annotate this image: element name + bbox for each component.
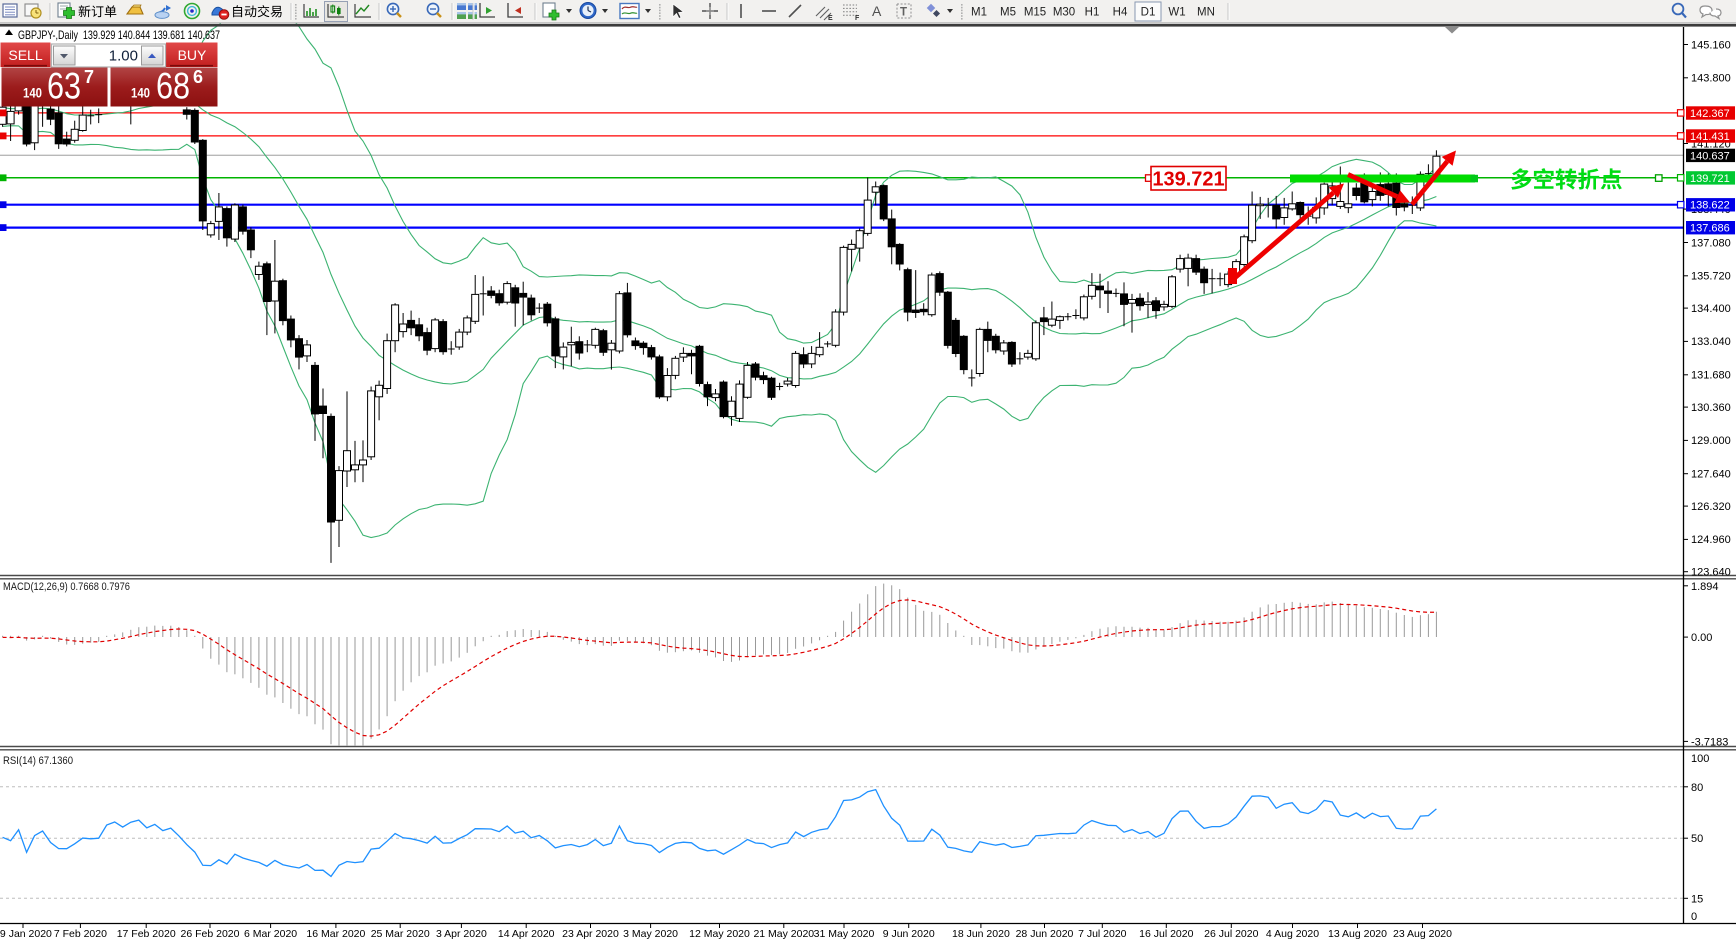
svg-text:26 Jul 2020: 26 Jul 2020 [1204, 928, 1258, 940]
svg-text:123.640: 123.640 [1691, 567, 1731, 579]
svg-text:63: 63 [47, 66, 81, 107]
svg-text:7: 7 [84, 67, 94, 87]
svg-text:17 Feb 2020: 17 Feb 2020 [117, 928, 176, 940]
svg-text:68: 68 [156, 66, 190, 107]
svg-text:16 Mar 2020: 16 Mar 2020 [306, 928, 365, 940]
svg-text:138.622: 138.622 [1690, 200, 1730, 212]
svg-text:126.320: 126.320 [1691, 501, 1731, 513]
svg-text:31 May 2020: 31 May 2020 [814, 928, 875, 940]
svg-text:23 Aug 2020: 23 Aug 2020 [1393, 928, 1452, 940]
svg-text:141.431: 141.431 [1690, 131, 1730, 143]
svg-text:SELL: SELL [8, 47, 42, 63]
svg-text:142.367: 142.367 [1690, 108, 1730, 120]
svg-text:140.637: 140.637 [1690, 150, 1730, 162]
svg-text:M30: M30 [1053, 7, 1075, 19]
svg-text:18 Jun 2020: 18 Jun 2020 [952, 928, 1010, 940]
svg-text:H4: H4 [1113, 7, 1128, 19]
svg-text:14 Apr 2020: 14 Apr 2020 [498, 928, 555, 940]
svg-text:3 Apr 2020: 3 Apr 2020 [436, 928, 487, 940]
svg-text:4 Aug 2020: 4 Aug 2020 [1266, 928, 1319, 940]
svg-text:7 Jul 2020: 7 Jul 2020 [1078, 928, 1127, 940]
svg-text:9 Jun 2020: 9 Jun 2020 [883, 928, 935, 940]
svg-text:137.686: 137.686 [1690, 223, 1730, 235]
svg-text:124.960: 124.960 [1691, 534, 1731, 546]
svg-text:130.360: 130.360 [1691, 402, 1731, 414]
svg-text:E: E [828, 15, 833, 22]
svg-text:W1: W1 [1168, 7, 1185, 19]
svg-text:M15: M15 [1024, 7, 1046, 19]
svg-text:140: 140 [131, 86, 150, 101]
svg-text:6 Mar 2020: 6 Mar 2020 [244, 928, 297, 940]
svg-text:139.721: 139.721 [1690, 173, 1730, 185]
svg-text:140: 140 [23, 86, 42, 101]
svg-text:1.894: 1.894 [1691, 581, 1719, 593]
svg-text:7 Feb 2020: 7 Feb 2020 [54, 928, 107, 940]
svg-text:12 May 2020: 12 May 2020 [689, 928, 750, 940]
svg-text:3 May 2020: 3 May 2020 [623, 928, 678, 940]
svg-text:50: 50 [1691, 833, 1703, 845]
svg-text:M1: M1 [971, 7, 987, 19]
svg-text:6: 6 [193, 67, 203, 87]
svg-text:F: F [855, 15, 860, 22]
svg-text:133.040: 133.040 [1691, 336, 1731, 348]
svg-text:H1: H1 [1085, 7, 1100, 19]
svg-text:143.800: 143.800 [1691, 73, 1731, 85]
svg-text:0.00: 0.00 [1691, 632, 1712, 644]
svg-text:16 Jul 2020: 16 Jul 2020 [1139, 928, 1193, 940]
svg-text:100: 100 [1691, 753, 1709, 765]
svg-text:A: A [872, 3, 882, 19]
svg-text:29 Jan 2020: 29 Jan 2020 [0, 928, 52, 940]
svg-text:127.640: 127.640 [1691, 469, 1731, 481]
svg-text:145.160: 145.160 [1691, 39, 1731, 51]
svg-text:D1: D1 [1141, 7, 1156, 19]
svg-text:28 Jun 2020: 28 Jun 2020 [1016, 928, 1074, 940]
svg-text:21 May 2020: 21 May 2020 [753, 928, 814, 940]
svg-text:15: 15 [1691, 893, 1703, 905]
svg-text:BUY: BUY [178, 47, 207, 63]
svg-text:RSI(14) 67.1360: RSI(14) 67.1360 [3, 755, 73, 767]
svg-text:26 Feb 2020: 26 Feb 2020 [181, 928, 240, 940]
svg-text:139.721: 139.721 [1152, 169, 1224, 191]
svg-text:134.400: 134.400 [1691, 303, 1731, 315]
svg-text:MACD(12,26,9) 0.7668 0.7976: MACD(12,26,9) 0.7668 0.7976 [3, 581, 130, 593]
svg-text:25 Mar 2020: 25 Mar 2020 [371, 928, 430, 940]
svg-text:M5: M5 [1000, 7, 1016, 19]
svg-text:-3.7183: -3.7183 [1691, 736, 1728, 748]
svg-text:135.720: 135.720 [1691, 271, 1731, 283]
svg-text:MN: MN [1197, 7, 1215, 19]
svg-text:T: T [900, 7, 907, 19]
svg-text:131.680: 131.680 [1691, 370, 1731, 382]
svg-text:137.080: 137.080 [1691, 237, 1731, 249]
svg-text:80: 80 [1691, 782, 1703, 794]
svg-text:129.000: 129.000 [1691, 435, 1731, 447]
svg-text:13 Aug 2020: 13 Aug 2020 [1328, 928, 1387, 940]
svg-text:0: 0 [1691, 911, 1697, 923]
svg-text:23 Apr 2020: 23 Apr 2020 [562, 928, 619, 940]
svg-text:GBPJPY-,Daily 139.929 140.844: GBPJPY-,Daily 139.929 140.844 139.681 14… [18, 28, 220, 42]
svg-text:1.00: 1.00 [109, 48, 138, 65]
